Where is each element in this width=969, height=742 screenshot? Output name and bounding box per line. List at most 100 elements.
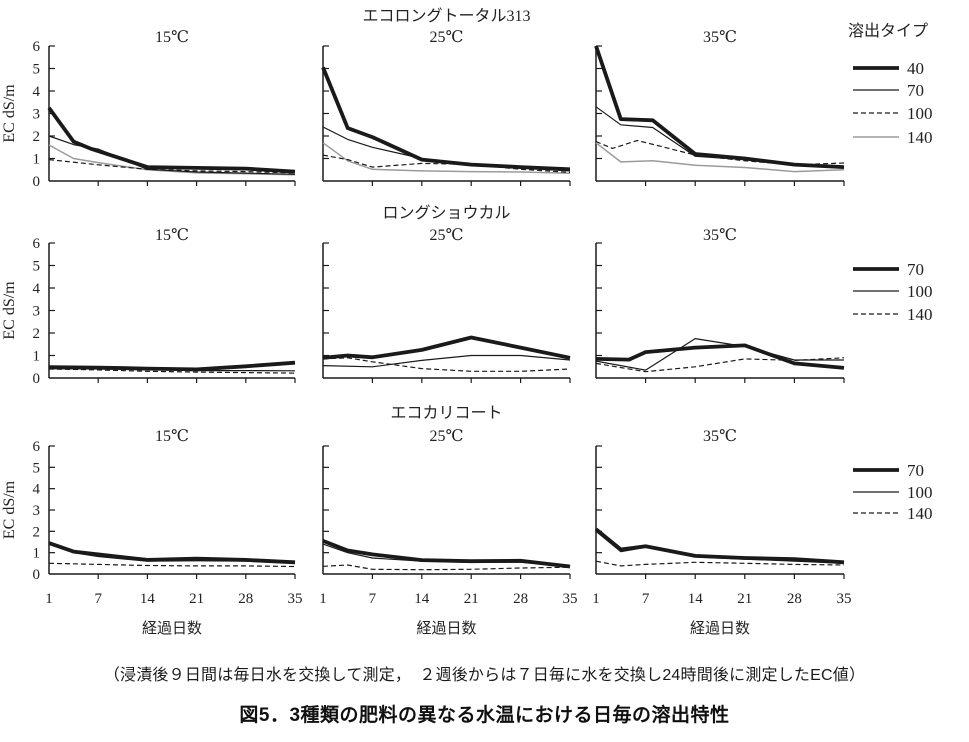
- subplot-row0-col2: 35℃: [594, 29, 845, 186]
- figure-caption: （浸漬後９日間は毎日水を交換して測定， ２週後からは７日毎に水を交換し24時間後…: [103, 667, 866, 684]
- series-line-70: [594, 527, 845, 565]
- figure-title: 図5．3種類の肥料の異なる水温における日毎の溶出特性: [239, 705, 730, 726]
- y-tick-label: 5: [33, 460, 41, 476]
- x-tick-label: 14: [688, 591, 704, 607]
- series-line-40: [321, 66, 571, 172]
- y-tick-label: 2: [33, 326, 41, 342]
- chart-row-0: エコロングトータル313 EC dS/m 15℃ 0 1 2 3 4 5 6 25℃ 35℃ 溶出タイプ…: [1, 7, 933, 190]
- y-axis-label: EC dS/m: [1, 480, 18, 539]
- legend-label-140: 140: [907, 128, 933, 147]
- y-tick-label: 6: [33, 39, 41, 55]
- temp-title: 25℃: [430, 428, 464, 445]
- series-line-140: [48, 368, 296, 374]
- x-tick-label: 7: [94, 591, 102, 607]
- legend-label-70: 70: [907, 461, 924, 480]
- series-line-140: [322, 357, 571, 372]
- series-line-140: [322, 564, 571, 571]
- y-tick-label: 4: [33, 281, 41, 297]
- subplot-row1-col0: 15℃ 0 1 2 3 4 5 6: [33, 227, 296, 387]
- legend-row-2: 70 100 140: [853, 461, 933, 523]
- legend-label-100: 100: [907, 282, 933, 301]
- subplot-row1-col1: 25℃: [322, 227, 571, 383]
- x-tick-label: 1: [592, 591, 600, 607]
- series-line-100: [322, 154, 571, 173]
- x-tick-label: 1: [45, 591, 53, 607]
- x-tick-label: 7: [642, 591, 650, 607]
- y-tick-label: 4: [33, 84, 41, 100]
- legend-label-100: 100: [907, 483, 933, 502]
- temp-title: 35℃: [703, 428, 737, 445]
- subplot-row2-col1: 25℃ 1 7 14 21 28 35 経過日数: [319, 428, 577, 637]
- y-tick-label: 0: [33, 174, 41, 190]
- series-line-70: [322, 335, 571, 360]
- legend-row-1: 70 100 140: [853, 260, 933, 324]
- series-line-70: [48, 135, 296, 175]
- temp-title: 15℃: [155, 428, 189, 445]
- temp-title: 35℃: [703, 29, 737, 46]
- x-tick-label: 21: [464, 591, 479, 607]
- temp-title: 15℃: [155, 29, 189, 46]
- x-tick-label: 35: [837, 591, 852, 607]
- x-tick-label: 1: [319, 591, 327, 607]
- series-line-40: [47, 106, 296, 174]
- x-tick-label: 35: [288, 591, 303, 607]
- x-axis-label: 経過日数: [690, 620, 750, 637]
- series-line-40: [594, 45, 845, 169]
- legend-title: 溶出タイプ: [848, 22, 928, 40]
- x-tick-label: 7: [369, 591, 377, 607]
- series-line-100: [322, 354, 571, 368]
- x-tick-label: 35: [563, 591, 578, 607]
- chart-row-1: ロングショウカル EC dS/m 15℃ 0 1 2 3 4 5 6 25℃ 35℃ 70 100 140: [1, 204, 933, 387]
- x-axis-label: 経過日数: [416, 620, 476, 637]
- y-tick-label: 5: [33, 259, 41, 275]
- series-line-140: [595, 142, 845, 173]
- fertilizer-title: エコロングトータル313: [362, 7, 530, 25]
- y-tick-label: 2: [33, 524, 41, 540]
- subplot-row1-col2: 35℃: [595, 227, 845, 383]
- x-tick-label: 28: [513, 591, 528, 607]
- series-line-100: [595, 338, 844, 371]
- legend-label-100: 100: [907, 104, 933, 123]
- series-line-70: [48, 541, 296, 565]
- subplot-row2-col2: 35℃ 1 7 14 21 28 35 経過日数: [592, 428, 851, 637]
- x-tick-label: 14: [414, 591, 430, 607]
- legend-label-70: 70: [907, 81, 924, 100]
- x-axis-label: 経過日数: [142, 620, 202, 637]
- legend-row-0: 溶出タイプ 40 70 100 140: [848, 22, 933, 147]
- legend-label-140: 140: [907, 504, 933, 523]
- y-tick-label: 1: [33, 152, 41, 168]
- series-line-140: [48, 562, 296, 568]
- series-line-70: [48, 360, 296, 372]
- fertilizer-title: エコカリコート: [390, 405, 502, 422]
- fertilizer-title: ロングショウカル: [382, 204, 510, 222]
- y-tick-label: 6: [33, 439, 41, 455]
- temp-title: 25℃: [430, 29, 464, 46]
- y-tick-label: 0: [33, 371, 41, 387]
- series-line-70: [595, 343, 845, 370]
- y-tick-label: 1: [33, 546, 41, 562]
- temp-title: 35℃: [703, 227, 737, 244]
- x-tick-label: 28: [787, 591, 802, 607]
- subplot-row0-col0: 15℃ 0 1 2 3 4 5 6: [33, 29, 296, 190]
- y-tick-label: 3: [33, 304, 41, 320]
- y-axis-label: EC dS/m: [1, 281, 18, 340]
- legend-label-140: 140: [907, 305, 933, 324]
- y-axis-label: EC dS/m: [1, 84, 18, 143]
- legend-label-40: 40: [907, 59, 924, 78]
- x-tick-label: 21: [189, 591, 204, 607]
- x-tick-label: 14: [140, 591, 156, 607]
- series-line-140: [322, 142, 571, 175]
- x-tick-label: 28: [238, 591, 253, 607]
- y-tick-label: 4: [33, 482, 41, 498]
- x-tick-label: 21: [737, 591, 752, 607]
- y-tick-label: 3: [33, 107, 41, 123]
- series-line-140: [595, 560, 845, 567]
- y-tick-label: 1: [33, 349, 41, 365]
- temp-title: 15℃: [155, 227, 189, 244]
- y-tick-label: 0: [33, 567, 41, 583]
- legend-label-70: 70: [907, 260, 924, 279]
- y-tick-label: 5: [33, 62, 41, 78]
